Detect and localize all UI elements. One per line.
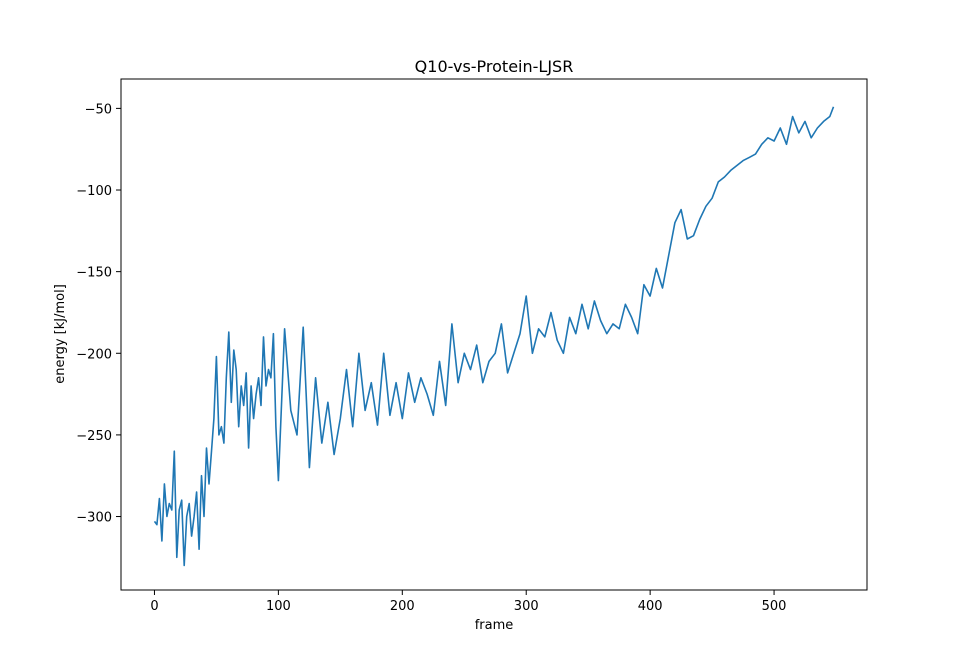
y-tick-label: −50	[85, 102, 112, 117]
x-tick-label: 300	[514, 599, 539, 614]
y-tick-label: −100	[76, 184, 112, 199]
y-tick-label: −200	[76, 347, 112, 362]
x-axis-label: frame	[475, 618, 514, 633]
chart-title: Q10-vs-Protein-LJSR	[415, 57, 574, 76]
series-line-energy	[153, 106, 835, 567]
x-tick-label: 400	[638, 599, 663, 614]
x-tick-label: 500	[762, 599, 787, 614]
y-tick-label: −150	[76, 266, 112, 281]
y-axis-ticks: −300 −250 −200 −150 −100 −50	[76, 102, 121, 526]
x-axis-ticks: 0 100 200 300 400 500	[150, 590, 786, 614]
x-tick-label: 100	[266, 599, 291, 614]
y-tick-label: −250	[76, 429, 112, 444]
plot-area	[120, 78, 868, 591]
y-tick-label: −300	[76, 511, 112, 526]
y-axis-label: energy [kJ/mol]	[53, 284, 68, 384]
plot-frame	[120, 78, 868, 591]
x-tick-label: 200	[390, 599, 415, 614]
x-tick-label: 0	[150, 599, 158, 614]
